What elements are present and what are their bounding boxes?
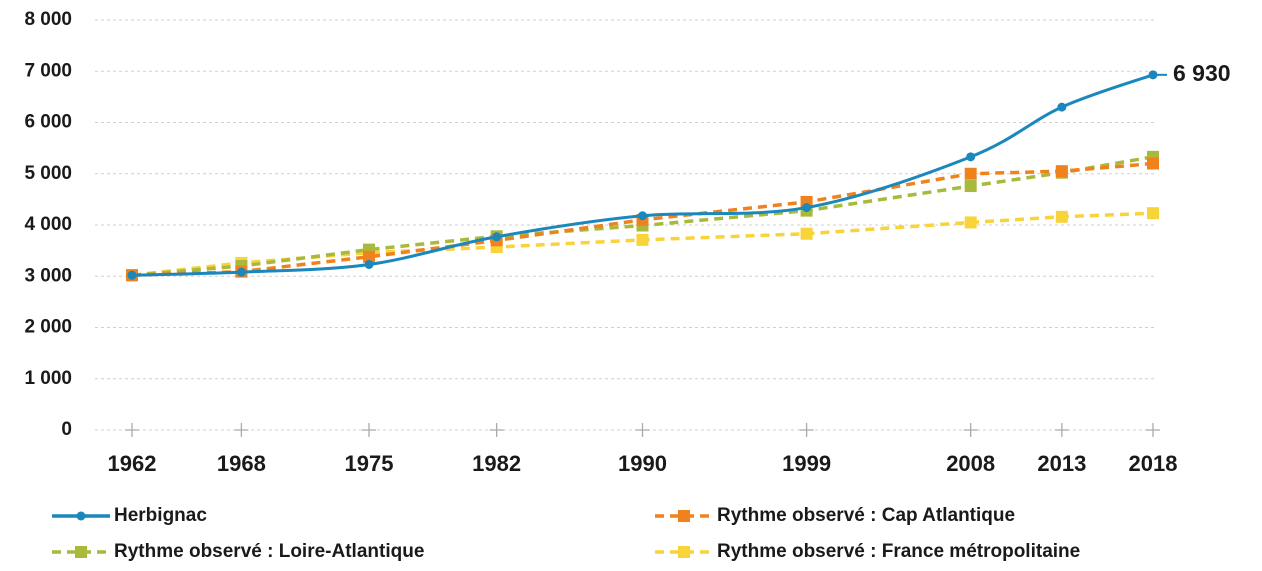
legend-marker <box>75 546 87 558</box>
data-label: 6 930 <box>1173 60 1231 86</box>
point <box>964 216 977 229</box>
point <box>966 152 976 162</box>
y-tick-label: 6 000 <box>24 112 72 133</box>
y-tick-label: 7 000 <box>24 60 72 81</box>
x-tick-mark <box>963 423 978 437</box>
y-tick-label: 8 000 <box>24 9 72 30</box>
x-tick-label: 1962 <box>108 451 157 476</box>
x-tick-mark <box>362 423 377 437</box>
legend-marker <box>76 511 86 521</box>
x-tick-label: 1975 <box>345 451 394 476</box>
point <box>802 203 812 213</box>
point <box>964 180 977 193</box>
x-tick-mark <box>234 423 249 437</box>
x-tick-mark <box>1146 423 1160 437</box>
legend-marker <box>678 546 690 558</box>
point <box>364 259 374 269</box>
point <box>964 167 977 180</box>
legend-marker <box>678 510 690 522</box>
legend-label: Rythme observé : Loire-Atlantique <box>114 541 424 562</box>
point <box>636 233 649 246</box>
y-tick-label: 2 000 <box>24 317 72 338</box>
x-tick-mark <box>1054 423 1069 437</box>
x-tick-label: 2018 <box>1129 451 1178 476</box>
y-tick-label: 1 000 <box>24 368 72 389</box>
legend-label: Herbignac <box>114 505 207 526</box>
point <box>127 270 137 280</box>
point <box>800 227 813 240</box>
x-tick-label: 1990 <box>618 451 667 476</box>
y-tick-label: 5 000 <box>24 163 72 184</box>
x-tick-mark <box>799 423 814 437</box>
point <box>1055 210 1068 223</box>
y-tick-label: 3 000 <box>24 265 72 286</box>
point <box>1147 207 1159 220</box>
x-tick-mark <box>125 423 139 437</box>
point <box>1057 102 1067 112</box>
point <box>1147 157 1159 170</box>
x-tick-label: 2013 <box>1037 451 1086 476</box>
point <box>638 211 647 221</box>
x-tick-mark <box>489 423 504 437</box>
point <box>236 267 246 277</box>
x-tick-label: 2008 <box>946 451 995 476</box>
x-tick-label: 1999 <box>782 451 831 476</box>
legend-label: Rythme observé : Cap Atlantique <box>717 505 1015 526</box>
x-tick-mark <box>635 423 650 437</box>
point <box>492 232 502 242</box>
y-tick-label: 0 <box>61 419 72 440</box>
x-tick-label: 1968 <box>217 451 266 476</box>
y-tick-label: 4 000 <box>24 214 72 235</box>
legend-label: Rythme observé : France métropolitaine <box>717 541 1080 562</box>
point <box>363 250 376 263</box>
x-tick-label: 1982 <box>472 451 521 476</box>
point <box>1055 165 1068 178</box>
